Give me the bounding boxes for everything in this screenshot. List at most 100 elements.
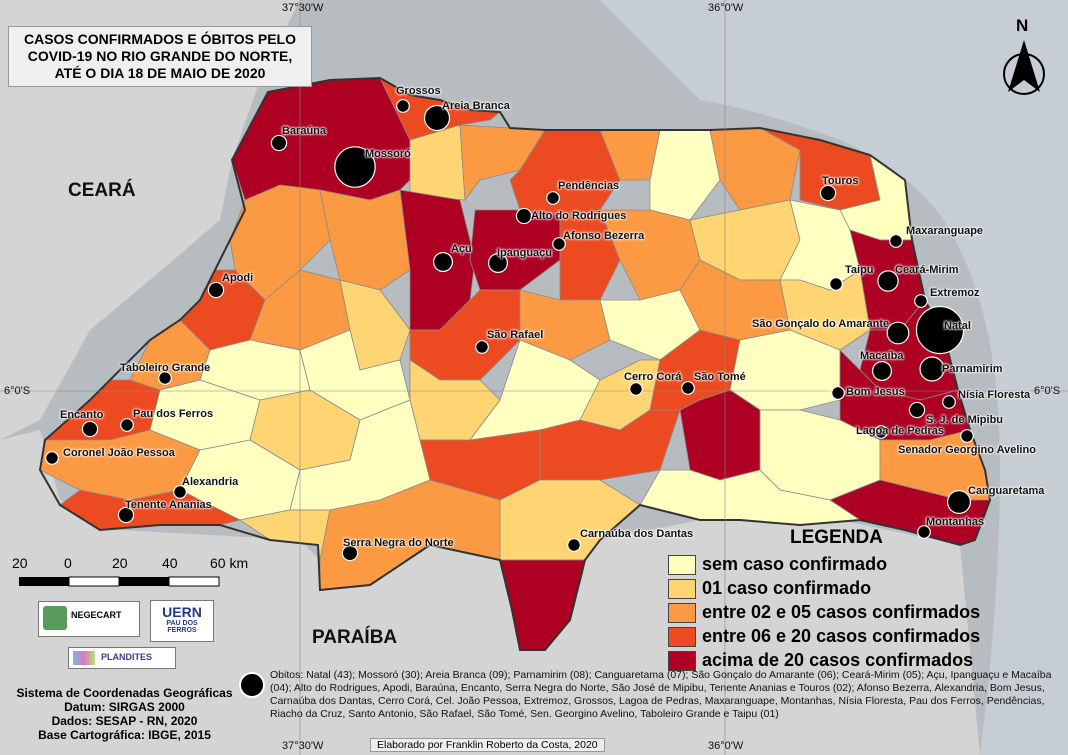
city-label: Encanto (60, 409, 104, 421)
scale-label-3: 40 (162, 555, 178, 571)
plandites-logo: PLANDITES (68, 647, 176, 669)
coord-left-lat: 6°0'S (4, 385, 31, 397)
city-label: Baraúna (282, 125, 327, 137)
city-label: Pau dos Ferros (133, 408, 214, 420)
death-circle (515, 207, 533, 225)
uern-logo-text: UERN (162, 604, 202, 620)
legend-label-4: acima de 20 casos confirmados (702, 650, 974, 670)
title-line-2: COVID-19 NO RIO GRANDE DO NORTE, (27, 48, 293, 64)
death-circle (889, 234, 903, 248)
deaths-text: Obitos: Natal (43); Mossoró (30); Areia … (270, 669, 1052, 720)
city-label: Taipu (845, 264, 874, 276)
death-circle (871, 361, 892, 382)
scale-label-1: 0 (64, 555, 72, 571)
city-label: Açu (451, 243, 472, 255)
city-label: Nísia Floresta (958, 389, 1031, 401)
legend-swatch-2 (668, 603, 696, 623)
death-circle (334, 146, 376, 188)
city-label: Tenente Ananias (125, 499, 212, 511)
death-circle (629, 382, 643, 396)
legend-swatch-3 (668, 627, 696, 647)
legend-label-3: entre 06 e 20 casos confirmados (702, 626, 981, 646)
city-label: Taboleiro Grande (120, 362, 211, 374)
plandites-logo-text: PLANDITES (101, 652, 153, 662)
death-circle (120, 418, 134, 432)
city-label: Natal (944, 320, 971, 332)
death-circle (829, 277, 843, 291)
plandites-logo-icon (73, 651, 95, 665)
author-credit: Elaborado por Franklin Roberto da Costa,… (370, 738, 605, 752)
legend-label-0: sem caso confirmado (702, 554, 888, 574)
neighbor-land-paraiba (0, 430, 980, 755)
death-circle (207, 281, 225, 299)
north-label: N (1016, 16, 1029, 35)
city-label: Ipanguaçu (497, 247, 553, 259)
death-circle (831, 386, 845, 400)
city-label: Senador Georgino Avelino (898, 444, 1036, 456)
coord-top-right: 36°0'W (708, 2, 744, 14)
info-cartographic-base: Base Cartográfica: IBGE, 2015 (38, 728, 211, 742)
death-circle (475, 340, 489, 354)
death-circle (960, 429, 974, 443)
death-circle (915, 305, 965, 355)
info-datum: Datum: SIRGAS 2000 (64, 700, 185, 714)
death-circles (45, 99, 974, 562)
death-circle (681, 381, 695, 395)
legend-label-2: entre 02 e 05 casos confirmados (702, 602, 981, 622)
city-label: Alto do Rodrigues (531, 210, 627, 222)
map-title: CASOS CONFIRMADOS E ÓBITOS PELO COVID-19… (8, 26, 312, 87)
municipality-region (319, 189, 411, 291)
death-circle (914, 294, 928, 308)
city-label: Serra Negra do Norte (343, 537, 454, 549)
death-circle (173, 485, 187, 499)
death-circle (942, 395, 956, 409)
title-line-3: ATÉ O DIA 18 DE MAIO DE 2020 (54, 65, 266, 81)
negecart-logo-text: NEGECART (71, 610, 122, 620)
scale-bar (19, 576, 220, 587)
death-circle (270, 134, 288, 152)
city-label: Macaíba (860, 350, 904, 362)
negecart-logo: NEGECART (38, 601, 140, 637)
death-circle (919, 356, 945, 382)
death-circle (423, 104, 451, 132)
death-circle (45, 451, 59, 465)
city-label: Afonso Bezerra (563, 230, 645, 242)
city-label: Apodi (222, 272, 254, 284)
city-label: Ceará-Mirim (895, 264, 959, 276)
title-line-1: CASOS CONFIRMADOS E ÓBITOS PELO (24, 31, 296, 47)
death-circle (917, 525, 931, 539)
scale-label-0: 20 (12, 555, 28, 571)
neighbor-ceara-label: CEARÁ (68, 180, 136, 201)
death-circle (81, 420, 99, 438)
ocean-shelf (600, 0, 1068, 755)
death-circle (877, 270, 899, 292)
death-circle (886, 321, 910, 345)
north-arrow (1003, 40, 1045, 95)
death-circle (567, 538, 581, 552)
legend-swatch-0 (668, 555, 696, 575)
legend-label-1: 01 caso confirmado (702, 578, 872, 598)
city-label: Pendências (558, 180, 620, 192)
city-label: Mossoró (365, 148, 411, 160)
rn-state-outline (38, 76, 992, 651)
death-circle (946, 489, 972, 515)
coord-bottom-right: 36°0'W (708, 740, 744, 752)
death-circle (874, 425, 888, 439)
neighbor-land-ceara (0, 0, 300, 440)
death-circle (396, 99, 410, 113)
death-circle (552, 237, 566, 251)
city-label: São Rafael (487, 329, 544, 341)
city-label: Alexandria (182, 476, 239, 488)
death-circle (819, 184, 837, 202)
city-label: São Tomé (694, 371, 746, 383)
city-label: Areia Branca (442, 100, 510, 112)
death-circle (433, 252, 454, 273)
coord-bottom-left: 37°30'W (282, 740, 324, 752)
city-label: Coronel João Pessoa (63, 447, 175, 459)
scale-label-2: 20 (112, 555, 128, 571)
city-label: Cerro Corá (624, 371, 682, 383)
negecart-logo-icon (43, 606, 67, 630)
uern-logo-subtext: PAU DOS FERROS (166, 620, 198, 634)
city-label: Lagoa de Pedras (856, 425, 945, 437)
